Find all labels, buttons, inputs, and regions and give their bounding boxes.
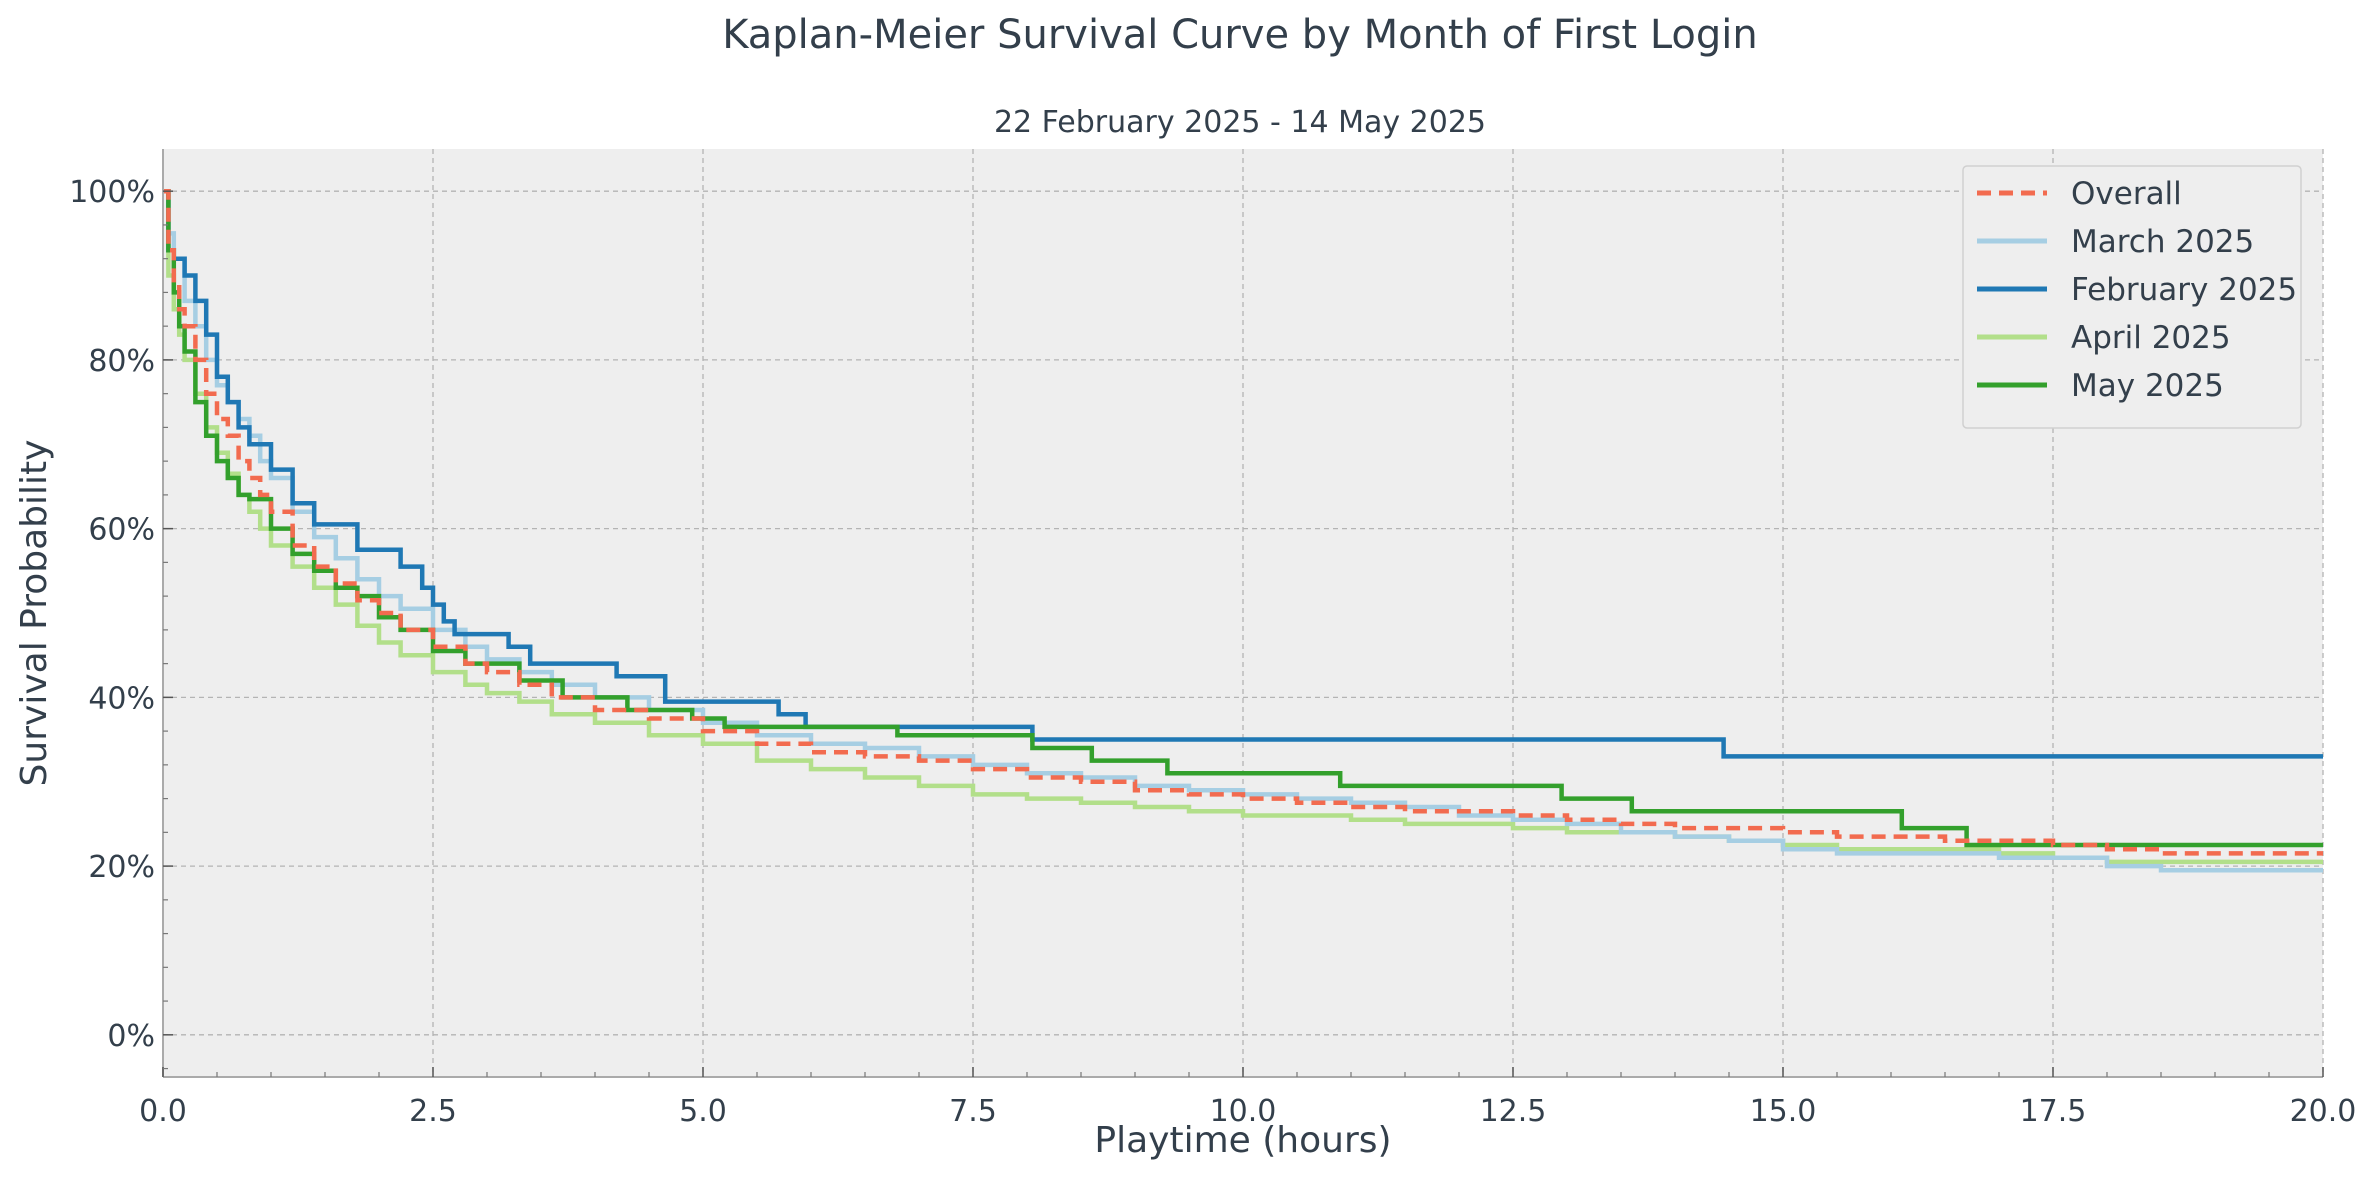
chart-title: Kaplan-Meier Survival Curve by Month of … [722, 12, 1758, 58]
x-tick-label-8: 20.0 [2290, 1094, 2357, 1129]
legend: Overall March 2025 February 2025 April 2025… [1962, 165, 2302, 429]
x-tick-label-4: 10.0 [1210, 1094, 1277, 1129]
x-tick-label-0: 0.0 [139, 1094, 187, 1129]
x-axis-label: Playtime (hours) [1094, 1120, 1391, 1161]
legend-label-4: May 2025 [2071, 368, 2224, 404]
legend-label-0: Overall [2071, 176, 2182, 212]
y-tick-label-5: 100% [69, 175, 155, 210]
series-line-0 [163, 188, 2323, 856]
y-tick-label-3: 60% [88, 513, 155, 548]
x-axis-ticks: 0.0 2.5 5.0 7.5 10.0 12.5 15.0 17.5 20.0 [139, 1067, 2356, 1129]
legend-label-2: February 2025 [2071, 272, 2297, 308]
x-tick-label-1: 2.5 [409, 1094, 457, 1129]
y-tick-label-0: 0% [107, 1019, 155, 1054]
x-tick-label-5: 12.5 [1480, 1094, 1547, 1129]
legend-label-1: March 2025 [2071, 224, 2254, 260]
y-axis-ticks: 0% 20% 40% 60% 80% 100% [69, 175, 173, 1070]
series-layer [163, 188, 2323, 873]
y-axis-label: Survival Probability [14, 440, 55, 787]
y-tick-label-4: 80% [88, 344, 155, 379]
y-tick-label-1: 20% [88, 850, 155, 885]
chart-subtitle: 22 February 2025 - 14 May 2025 [994, 105, 1486, 140]
series-line-2 [163, 188, 2323, 759]
x-tick-label-2: 5.0 [679, 1094, 727, 1129]
x-tick-label-3: 7.5 [949, 1094, 997, 1129]
legend-label-3: April 2025 [2071, 320, 2231, 356]
x-tick-label-6: 15.0 [1750, 1094, 1817, 1129]
y-tick-label-2: 40% [88, 681, 155, 716]
series-line-1 [163, 188, 2323, 873]
x-tick-label-7: 17.5 [2020, 1094, 2087, 1129]
legend-box [1962, 165, 2302, 429]
